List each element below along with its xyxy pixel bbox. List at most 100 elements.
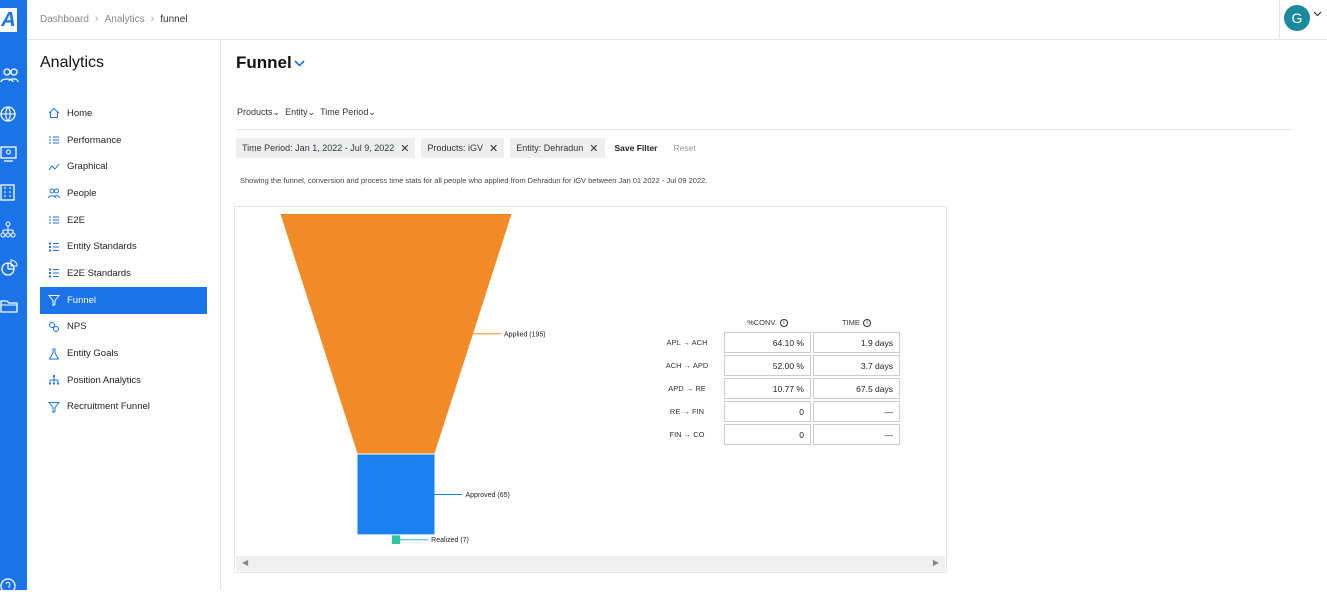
hierarchy-icon[interactable] — [0, 220, 20, 240]
monitor-icon[interactable] — [0, 144, 20, 164]
sidebar-item-e2e[interactable]: E2E — [40, 207, 207, 234]
people-icon — [48, 188, 60, 199]
info-icon[interactable]: i — [779, 319, 788, 327]
chip-entity: Entity: Dehradun ✕ — [510, 138, 605, 158]
header-spacer — [652, 315, 722, 330]
folder-icon[interactable] — [0, 296, 20, 316]
avatar[interactable]: G — [1284, 5, 1310, 31]
breadcrumb-dashboard[interactable]: Dashboard — [40, 13, 89, 25]
conversion-table: %CONV. i TIME i APL → ACH 64.10 % 1.9 days… — [650, 313, 902, 447]
chevron-down-icon[interactable] — [1313, 11, 1322, 17]
main-content: Funnel Products⌄ Entity⌄ Time Period⌄ Ti… — [221, 40, 1327, 590]
question-icon[interactable] — [0, 576, 20, 596]
breadcrumb-current: funnel — [160, 13, 188, 25]
app-logo[interactable]: A — [0, 8, 17, 32]
funnel-stage-label: Realized (7) — [431, 537, 469, 544]
people-icon[interactable] — [0, 66, 20, 86]
filter-entity[interactable]: Entity⌄ — [285, 107, 315, 118]
funnel-stage-0[interactable] — [280, 214, 512, 454]
conv-cell: 10.77 % — [724, 378, 811, 399]
sidebar-item-graphical[interactable]: Graphical — [40, 153, 207, 180]
app-rail: A — [0, 0, 27, 594]
table-row: APD → RE 10.77 % 67.5 days — [652, 378, 900, 399]
pie-chart-icon[interactable] — [0, 258, 20, 278]
sidebar-item-label: Entity Goals — [67, 348, 119, 360]
filter-time-period[interactable]: Time Period⌄ — [320, 107, 376, 118]
scroll-left-icon[interactable]: ◀ — [242, 558, 249, 567]
sidebar-title: Analytics — [40, 54, 105, 71]
funnel-stage-1[interactable] — [357, 454, 435, 535]
time-cell: — — [813, 401, 900, 422]
row-label: APL → ACH — [666, 338, 708, 347]
row-label: APD → RE — [668, 384, 706, 393]
chevron-down-icon: ⌄ — [307, 107, 316, 117]
filter-products[interactable]: Products⌄ — [237, 107, 280, 118]
row-label: RE → FIN — [669, 407, 705, 416]
filter-time-period-label: Time Period — [320, 107, 369, 117]
filter-entity-label: Entity — [285, 107, 308, 117]
funnel-chart: Applied (195) Approved (65) Realized (7) — [280, 214, 546, 544]
breadcrumb-analytics[interactable]: Analytics — [104, 13, 145, 25]
funnel-panel: Applied (195) Approved (65) Realized (7) %… — [234, 206, 947, 573]
sidebar-item-position-analytics[interactable]: Position Analytics — [40, 367, 207, 394]
table-row: FIN → CO 0— — [652, 424, 900, 445]
funnel-stage-label: Applied (195) — [504, 331, 546, 338]
chip-products: Products: iGV ✕ — [421, 138, 505, 158]
building-icon[interactable] — [0, 182, 20, 202]
header-conv-label: %CONV. — [747, 317, 777, 327]
conv-cell: 52.00 % — [724, 355, 811, 376]
conv-cell: 0 — [724, 401, 811, 422]
filter-bar: Products⌄ Entity⌄ Time Period⌄ — [237, 107, 376, 118]
page-title-text: Funnel — [236, 53, 292, 72]
sidebar-item-nps[interactable]: NPS — [40, 314, 207, 341]
checklist-icon — [49, 242, 59, 252]
sidebar-item-recruitment-funnel[interactable]: Recruitment Funnel — [40, 394, 207, 421]
sidebar-nav: Home Performance Graphical People E2E En… — [40, 100, 207, 420]
chevron-right-icon: › — [150, 13, 155, 25]
close-icon[interactable]: ✕ — [589, 142, 599, 155]
sidebar-item-label: NPS — [67, 321, 87, 333]
list-icon — [49, 216, 59, 224]
sidebar-item-entity-standards[interactable]: Entity Standards — [40, 233, 207, 260]
sidebar-item-label: Performance — [67, 134, 122, 146]
header-conv: %CONV. i — [724, 315, 811, 330]
funnel-stage-2[interactable] — [391, 535, 401, 544]
funnel-stage-label: Approved (65) — [466, 492, 510, 499]
chevron-down-icon[interactable] — [294, 59, 305, 67]
sidebar-item-funnel[interactable]: Funnel — [40, 286, 207, 314]
funnel-icon — [48, 401, 60, 413]
table-row: APL → ACH 64.10 % 1.9 days — [652, 332, 900, 353]
time-cell: — — [813, 424, 900, 445]
page-title[interactable]: Funnel — [236, 53, 305, 73]
chip-time-period: Time Period: Jan 1, 2022 - Jul 9, 2022 ✕ — [236, 138, 416, 158]
save-filter-button[interactable]: Save Filter — [614, 143, 658, 153]
conv-cell: 64.10 % — [724, 332, 811, 353]
home-icon — [48, 108, 60, 119]
breadcrumb: Dashboard › Analytics › funnel — [40, 13, 188, 25]
sidebar-item-label: E2E Standards — [67, 267, 131, 279]
info-icon[interactable]: i — [863, 319, 871, 327]
table-row: RE → FIN 0— — [652, 401, 900, 422]
close-icon[interactable]: ✕ — [400, 142, 410, 155]
divider — [236, 129, 1293, 130]
sidebar-item-label: Home — [67, 107, 93, 119]
sidebar-item-e2e-standards[interactable]: E2E Standards — [40, 260, 207, 287]
user-menu[interactable]: G — [1279, 0, 1327, 38]
time-cell: 1.9 days — [813, 332, 900, 353]
close-icon[interactable]: ✕ — [489, 142, 499, 155]
sidebar-item-entity-goals[interactable]: Entity Goals — [40, 340, 207, 367]
row-label: FIN → CO — [669, 430, 705, 439]
table-row: ACH → APD 52.00 % 3.7 days — [652, 355, 900, 376]
conv-cell: 0 — [724, 424, 811, 445]
horizontal-scrollbar[interactable]: ◀ ▶ — [236, 556, 945, 571]
scroll-right-icon[interactable]: ▶ — [932, 558, 939, 567]
sidebar-item-home[interactable]: Home — [40, 100, 207, 127]
table-header-row: %CONV. i TIME i — [652, 315, 900, 330]
line-chart-icon — [48, 163, 60, 171]
globe-icon[interactable] — [0, 104, 20, 124]
sidebar-item-performance[interactable]: Performance — [40, 127, 207, 154]
reset-button[interactable]: Reset — [673, 143, 696, 153]
chip-label: Entity: Dehradun — [516, 143, 584, 153]
header-time: TIME i — [813, 315, 900, 330]
sidebar-item-people[interactable]: People — [40, 180, 207, 207]
